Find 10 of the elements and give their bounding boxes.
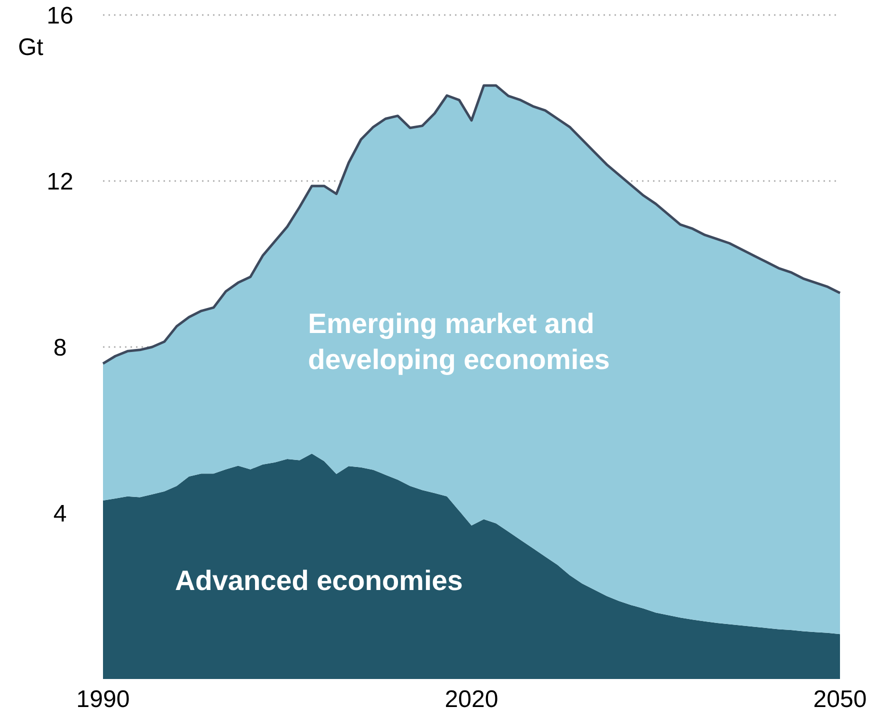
- series-label: Advanced economies: [175, 565, 463, 596]
- series-label: Emerging market and developing economies: [308, 308, 610, 375]
- y-tick-label: 12: [46, 168, 74, 196]
- y-axis-title: Gt: [18, 34, 44, 61]
- x-tick-label: 2020: [444, 686, 498, 713]
- y-tick-label: 4: [53, 500, 67, 528]
- x-tick-label: 2050: [813, 686, 867, 713]
- y-tick-label: 8: [53, 334, 67, 362]
- y-tick-label: 16: [46, 2, 74, 30]
- x-tick-label: 1990: [76, 686, 130, 713]
